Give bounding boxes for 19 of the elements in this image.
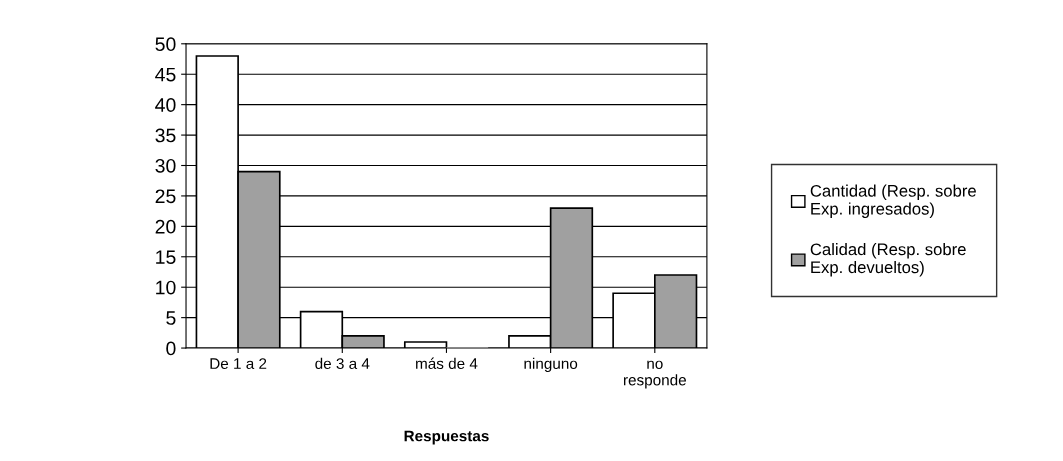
y-tick-label: 15 <box>156 250 176 265</box>
y-tick-label: 25 <box>155 189 176 204</box>
x-tick-label: no responde <box>623 360 686 389</box>
x-axis-title: Respuestas <box>404 430 489 445</box>
y-tick-label: 40 <box>155 98 176 112</box>
x-tick-label: De 1 a 2 <box>210 358 267 369</box>
y-tick-label: 35 <box>155 128 176 143</box>
y-tick-label: 20 <box>155 219 176 234</box>
legend-label: Calidad (Resp. sobre Exp. devueltos) <box>810 243 966 277</box>
y-tick-label: 10 <box>156 280 176 295</box>
y-tick-label: 45 <box>155 67 176 82</box>
x-tick-label: ninguno <box>524 357 578 373</box>
y-tick-label: 5 <box>166 311 176 325</box>
y-tick-label: 30 <box>155 158 176 173</box>
x-tick-label: de 3 a 4 <box>315 357 370 369</box>
y-tick-label: 0 <box>166 341 176 356</box>
legend-label: Cantidad (Resp. sobre Exp. ingresados) <box>810 184 976 218</box>
x-tick-label: más de 4 <box>416 357 478 369</box>
y-tick-label: 50 <box>155 37 176 52</box>
